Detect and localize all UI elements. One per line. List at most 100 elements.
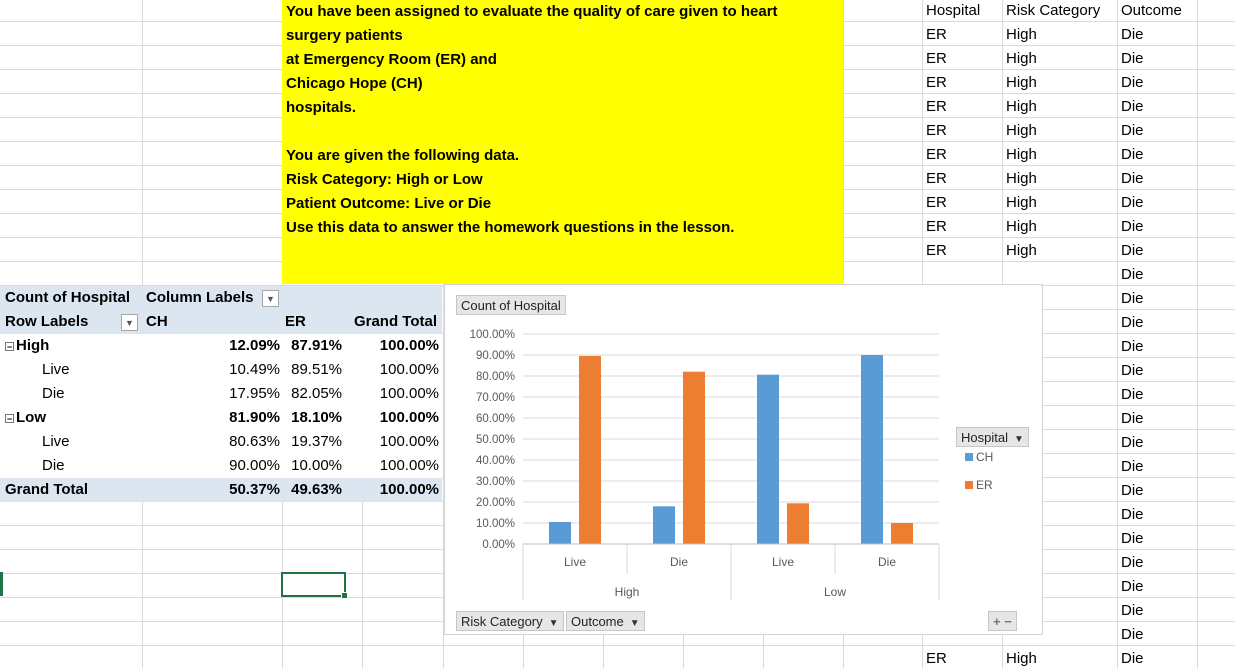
data-cell[interactable]: Die: [1121, 50, 1144, 67]
data-cell[interactable]: High: [1006, 170, 1037, 187]
data-cell[interactable]: Die: [1121, 122, 1144, 139]
data-cell[interactable]: High: [1006, 98, 1037, 115]
data-cell[interactable]: ER: [926, 218, 947, 235]
pivot-value-er[interactable]: 87.91%: [291, 337, 342, 354]
data-cell[interactable]: Die: [1121, 146, 1144, 163]
pivot-col-grand-total[interactable]: Grand Total: [353, 313, 437, 330]
pivot-value-er[interactable]: 82.05%: [291, 385, 342, 402]
data-cell[interactable]: Die: [1121, 338, 1144, 355]
row-sort-filter-icon[interactable]: ▼: [121, 314, 138, 331]
pivot-row-label[interactable]: − Low: [5, 406, 46, 430]
data-cell[interactable]: Die: [1121, 266, 1144, 283]
axis-button-outcome[interactable]: Outcome ▼: [566, 611, 645, 631]
data-cell[interactable]: ER: [926, 26, 947, 43]
pivot-row-label[interactable]: Live: [42, 358, 70, 382]
pivot-row-label[interactable]: Die: [42, 382, 65, 406]
data-cell[interactable]: Die: [1121, 626, 1144, 643]
pivot-col-ch[interactable]: CH: [146, 313, 168, 330]
data-header[interactable]: Hospital: [926, 2, 981, 19]
data-cell[interactable]: Die: [1121, 74, 1144, 91]
pivot-column-labels[interactable]: Column Labels: [146, 289, 254, 306]
data-cell[interactable]: Die: [1121, 650, 1144, 667]
pivot-value-er[interactable]: 10.00%: [291, 457, 342, 474]
expand-collapse-buttons[interactable]: + −: [988, 611, 1017, 631]
data-header[interactable]: Risk Category: [1006, 2, 1101, 19]
pivot-row-labels[interactable]: Row Labels: [5, 313, 89, 330]
data-cell[interactable]: High: [1006, 242, 1037, 259]
pivot-value-total[interactable]: 100.00%: [379, 361, 439, 378]
data-cell[interactable]: High: [1006, 218, 1037, 235]
pivot-grand-total-er[interactable]: 49.63%: [291, 481, 342, 498]
legend-filter-button[interactable]: Hospital ▼: [956, 427, 1029, 447]
pivot-value-ch[interactable]: 90.00%: [229, 457, 280, 474]
pivot-value-ch[interactable]: 80.63%: [229, 433, 280, 450]
data-cell[interactable]: ER: [926, 50, 947, 67]
data-cell[interactable]: ER: [926, 650, 947, 667]
chart-value-field-button[interactable]: Count of Hospital: [456, 295, 566, 315]
pivot-row-label[interactable]: Live: [42, 430, 70, 454]
pivot-col-er[interactable]: ER: [285, 313, 306, 330]
pivot-value-er[interactable]: 18.10%: [291, 409, 342, 426]
data-cell[interactable]: Die: [1121, 26, 1144, 43]
pivot-value-er[interactable]: 19.37%: [291, 433, 342, 450]
data-cell[interactable]: Die: [1121, 530, 1144, 547]
selected-cell[interactable]: [281, 572, 348, 599]
data-cell[interactable]: Die: [1121, 362, 1144, 379]
data-cell[interactable]: High: [1006, 194, 1037, 211]
collapse-icon[interactable]: −: [5, 341, 14, 352]
data-cell[interactable]: Die: [1121, 434, 1144, 451]
pivot-row-label[interactable]: Die: [42, 454, 65, 478]
pivot-row-label[interactable]: − High: [5, 334, 49, 358]
data-header[interactable]: Outcome: [1121, 2, 1182, 19]
pivot-value-ch[interactable]: 10.49%: [229, 361, 280, 378]
pivot-value-er[interactable]: 89.51%: [291, 361, 342, 378]
pivot-grand-total-ch[interactable]: 50.37%: [229, 481, 280, 498]
pivot-value-ch[interactable]: 81.90%: [229, 409, 280, 426]
data-cell[interactable]: Die: [1121, 482, 1144, 499]
data-cell[interactable]: Die: [1121, 386, 1144, 403]
data-cell[interactable]: ER: [926, 146, 947, 163]
pivot-value-total[interactable]: 100.00%: [379, 457, 439, 474]
pivot-grand-total-total[interactable]: 100.00%: [379, 481, 439, 498]
data-cell[interactable]: Die: [1121, 578, 1144, 595]
data-cell[interactable]: Die: [1121, 554, 1144, 571]
data-cell[interactable]: Die: [1121, 458, 1144, 475]
pivot-value-ch[interactable]: 17.95%: [229, 385, 280, 402]
data-cell[interactable]: Die: [1121, 410, 1144, 427]
data-cell[interactable]: ER: [926, 74, 947, 91]
data-cell[interactable]: Die: [1121, 194, 1144, 211]
data-cell[interactable]: Die: [1121, 98, 1144, 115]
data-cell[interactable]: ER: [926, 170, 947, 187]
pivot-grand-total-label[interactable]: Grand Total: [5, 481, 89, 498]
data-cell[interactable]: Die: [1121, 314, 1144, 331]
data-cell[interactable]: Die: [1121, 242, 1144, 259]
pivot-value-total[interactable]: 100.00%: [379, 433, 439, 450]
data-cell[interactable]: High: [1006, 50, 1037, 67]
column-filter-dropdown-icon[interactable]: ▼: [262, 290, 279, 307]
data-cell[interactable]: ER: [926, 242, 947, 259]
pivot-value-total[interactable]: 100.00%: [379, 385, 439, 402]
data-cell[interactable]: Die: [1121, 218, 1144, 235]
pivot-value-field[interactable]: Count of Hospital: [5, 289, 130, 306]
instructions-cell[interactable]: You have been assigned to evaluate the q…: [282, 0, 843, 284]
data-cell[interactable]: High: [1006, 74, 1037, 91]
data-cell[interactable]: ER: [926, 98, 947, 115]
pivot-chart[interactable]: Count of Hospital 0.00% 10.00% 20.00% 30.00…: [444, 284, 1043, 635]
data-cell[interactable]: ER: [926, 194, 947, 211]
data-cell[interactable]: Die: [1121, 602, 1144, 619]
data-cell[interactable]: Die: [1121, 170, 1144, 187]
data-cell[interactable]: Die: [1121, 290, 1144, 307]
data-cell[interactable]: Die: [1121, 506, 1144, 523]
fill-handle[interactable]: [341, 592, 348, 599]
data-cell[interactable]: High: [1006, 650, 1037, 667]
data-cell[interactable]: High: [1006, 26, 1037, 43]
collapse-icon[interactable]: −: [5, 413, 14, 424]
data-cell[interactable]: High: [1006, 146, 1037, 163]
pivot-table[interactable]: Count of Hospital Column Labels ▼ Row La…: [0, 286, 442, 502]
pivot-value-ch[interactable]: 12.09%: [229, 337, 280, 354]
axis-button-risk-category[interactable]: Risk Category ▼: [456, 611, 564, 631]
pivot-value-total[interactable]: 100.00%: [379, 337, 439, 354]
pivot-value-total[interactable]: 100.00%: [379, 409, 439, 426]
data-cell[interactable]: High: [1006, 122, 1037, 139]
data-cell[interactable]: ER: [926, 122, 947, 139]
